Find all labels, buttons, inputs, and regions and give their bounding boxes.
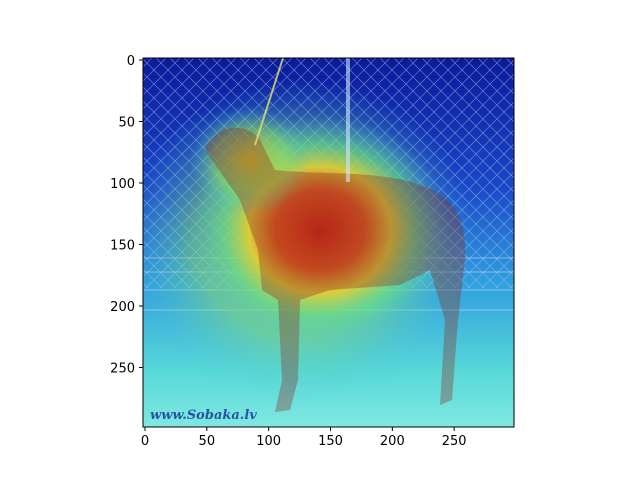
heatmap-image: www.Sobaka.lv: [143, 58, 514, 427]
x-tick-label: 50: [199, 434, 216, 449]
y-tick-label: 50: [118, 116, 135, 131]
x-tick-label: 250: [442, 434, 467, 449]
x-tick-label: 150: [318, 434, 343, 449]
x-axis: 0 50 100 150 200 250: [141, 427, 467, 449]
y-tick-label: 200: [110, 300, 135, 315]
y-tick-label: 250: [110, 362, 135, 377]
watermark: www.Sobaka.lv: [150, 408, 257, 423]
dog-silhouette: [205, 127, 466, 412]
y-axis: 0 50 100 150 200 250: [110, 54, 143, 377]
x-tick-label: 0: [141, 434, 149, 449]
plot-frame: [142, 57, 515, 428]
y-tick-label: 100: [110, 177, 135, 192]
x-tick-label: 200: [380, 434, 405, 449]
y-tick-label: 150: [110, 239, 135, 254]
x-tick-label: 100: [256, 434, 281, 449]
y-tick-label: 0: [127, 54, 135, 69]
